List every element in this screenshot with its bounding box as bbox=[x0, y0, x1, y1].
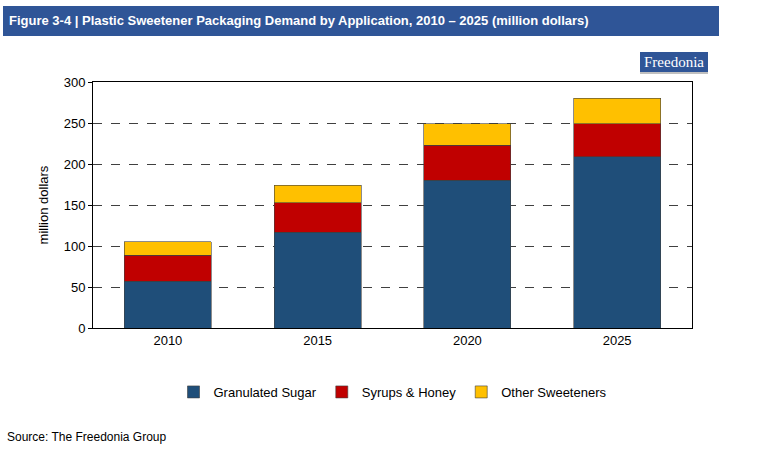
svg-text:Other Sweeteners: Other Sweeteners bbox=[501, 385, 606, 400]
svg-text:2020: 2020 bbox=[453, 333, 482, 348]
svg-text:300: 300 bbox=[64, 75, 86, 90]
svg-text:250: 250 bbox=[64, 116, 86, 131]
svg-text:Syrups & Honey: Syrups & Honey bbox=[362, 385, 456, 400]
svg-text:0: 0 bbox=[78, 321, 85, 336]
svg-text:150: 150 bbox=[64, 198, 86, 213]
svg-text:50: 50 bbox=[71, 280, 85, 295]
svg-text:200: 200 bbox=[64, 157, 86, 172]
svg-text:2015: 2015 bbox=[303, 333, 332, 348]
svg-text:million dollars: million dollars bbox=[36, 165, 51, 244]
svg-text:Granulated Sugar: Granulated Sugar bbox=[214, 385, 317, 400]
svg-text:2010: 2010 bbox=[153, 333, 182, 348]
html-text:Figure 3-4 | Plastic Sweetener: Figure 3-4 | Plastic Sweetener Packaging… bbox=[9, 13, 589, 28]
html-text:Freedonia: Freedonia bbox=[644, 54, 704, 70]
svg-text:2025: 2025 bbox=[603, 333, 632, 348]
svg-text:100: 100 bbox=[64, 239, 86, 254]
html-text:Source: The Freedonia Group: Source: The Freedonia Group bbox=[7, 430, 167, 444]
